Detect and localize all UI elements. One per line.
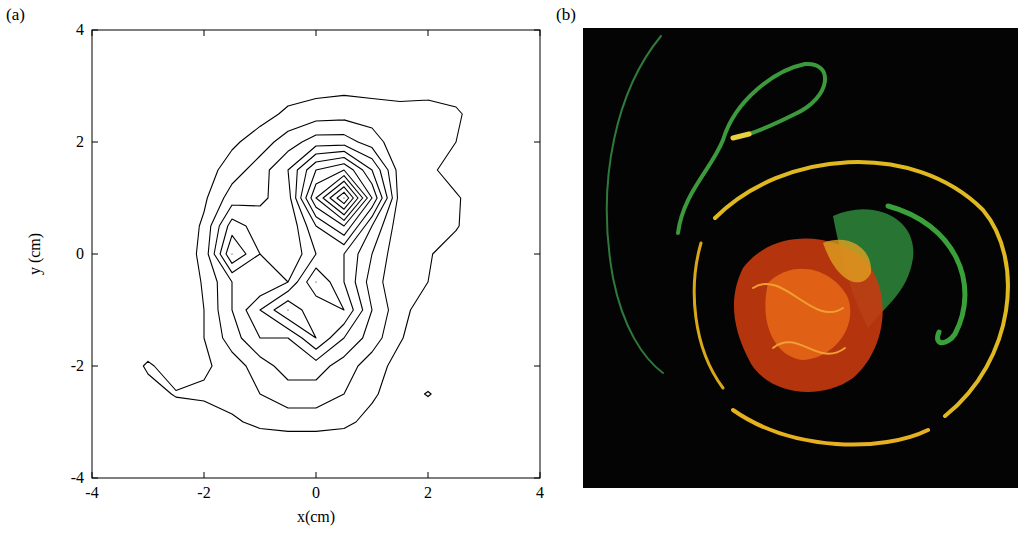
y-tick-label: 0	[76, 245, 84, 262]
y-tick	[92, 30, 98, 31]
y-tick-label: -2	[71, 357, 84, 374]
y-tick	[534, 366, 540, 367]
contour-line	[232, 158, 377, 338]
contour-line	[330, 187, 353, 209]
photo	[583, 28, 1018, 488]
x-tick-label: -4	[85, 484, 98, 501]
x-tick-label: 0	[312, 484, 320, 501]
x-tick-label: -2	[197, 484, 210, 501]
y-tick	[92, 366, 98, 367]
dye-filament	[733, 410, 928, 445]
y-tick	[534, 142, 540, 143]
x-tick	[428, 472, 429, 478]
contour-line	[220, 145, 387, 360]
y-axis-title: y (cm)	[26, 233, 44, 275]
contour-line	[337, 192, 349, 203]
y-tick-label: 4	[76, 21, 84, 38]
x-tick	[316, 472, 317, 478]
contour-line	[214, 135, 392, 380]
y-tick	[92, 478, 98, 479]
dye-filament	[694, 243, 723, 388]
y-tick	[534, 30, 540, 31]
x-tick	[540, 472, 541, 478]
x-tick	[204, 30, 205, 36]
dye-core	[823, 240, 871, 282]
contour-line	[316, 176, 363, 221]
panel-label: (b)	[556, 5, 576, 24]
dye-core	[765, 269, 850, 360]
y-tick	[534, 478, 540, 479]
contour-line	[288, 164, 372, 310]
y-tick	[534, 254, 540, 255]
y-tick-label: -4	[71, 469, 84, 486]
dye-filament	[753, 284, 845, 354]
dye-core	[734, 239, 883, 392]
x-tick-label: 2	[424, 484, 432, 501]
x-tick-label: 4	[536, 484, 544, 501]
contour-line	[226, 151, 382, 349]
x-tick	[204, 472, 205, 478]
figure: (a) -4 -2 0 2 4 -4 -2 0 2 4 x(cm) y (cm) (b)	[0, 0, 1027, 546]
dye-filament	[607, 36, 663, 373]
x-tick	[92, 472, 93, 478]
dye-filament	[678, 64, 825, 233]
y-tick-label: 2	[76, 133, 84, 150]
contour-line	[208, 120, 397, 408]
x-axis-title: x(cm)	[297, 508, 335, 526]
photo-background	[583, 28, 1018, 488]
panel-label: (a)	[6, 5, 25, 24]
contour-line	[323, 181, 358, 215]
x-tick	[540, 30, 541, 36]
y-tick	[92, 254, 98, 255]
dye-filament	[733, 134, 749, 138]
dye-filament	[715, 162, 1008, 416]
x-tick	[316, 30, 317, 36]
contours	[143, 95, 462, 431]
contour-line	[143, 95, 462, 431]
x-tick	[92, 30, 93, 36]
plot-frame	[92, 30, 540, 478]
contour-line	[311, 170, 367, 226]
x-tick	[428, 30, 429, 36]
y-tick	[92, 142, 98, 143]
